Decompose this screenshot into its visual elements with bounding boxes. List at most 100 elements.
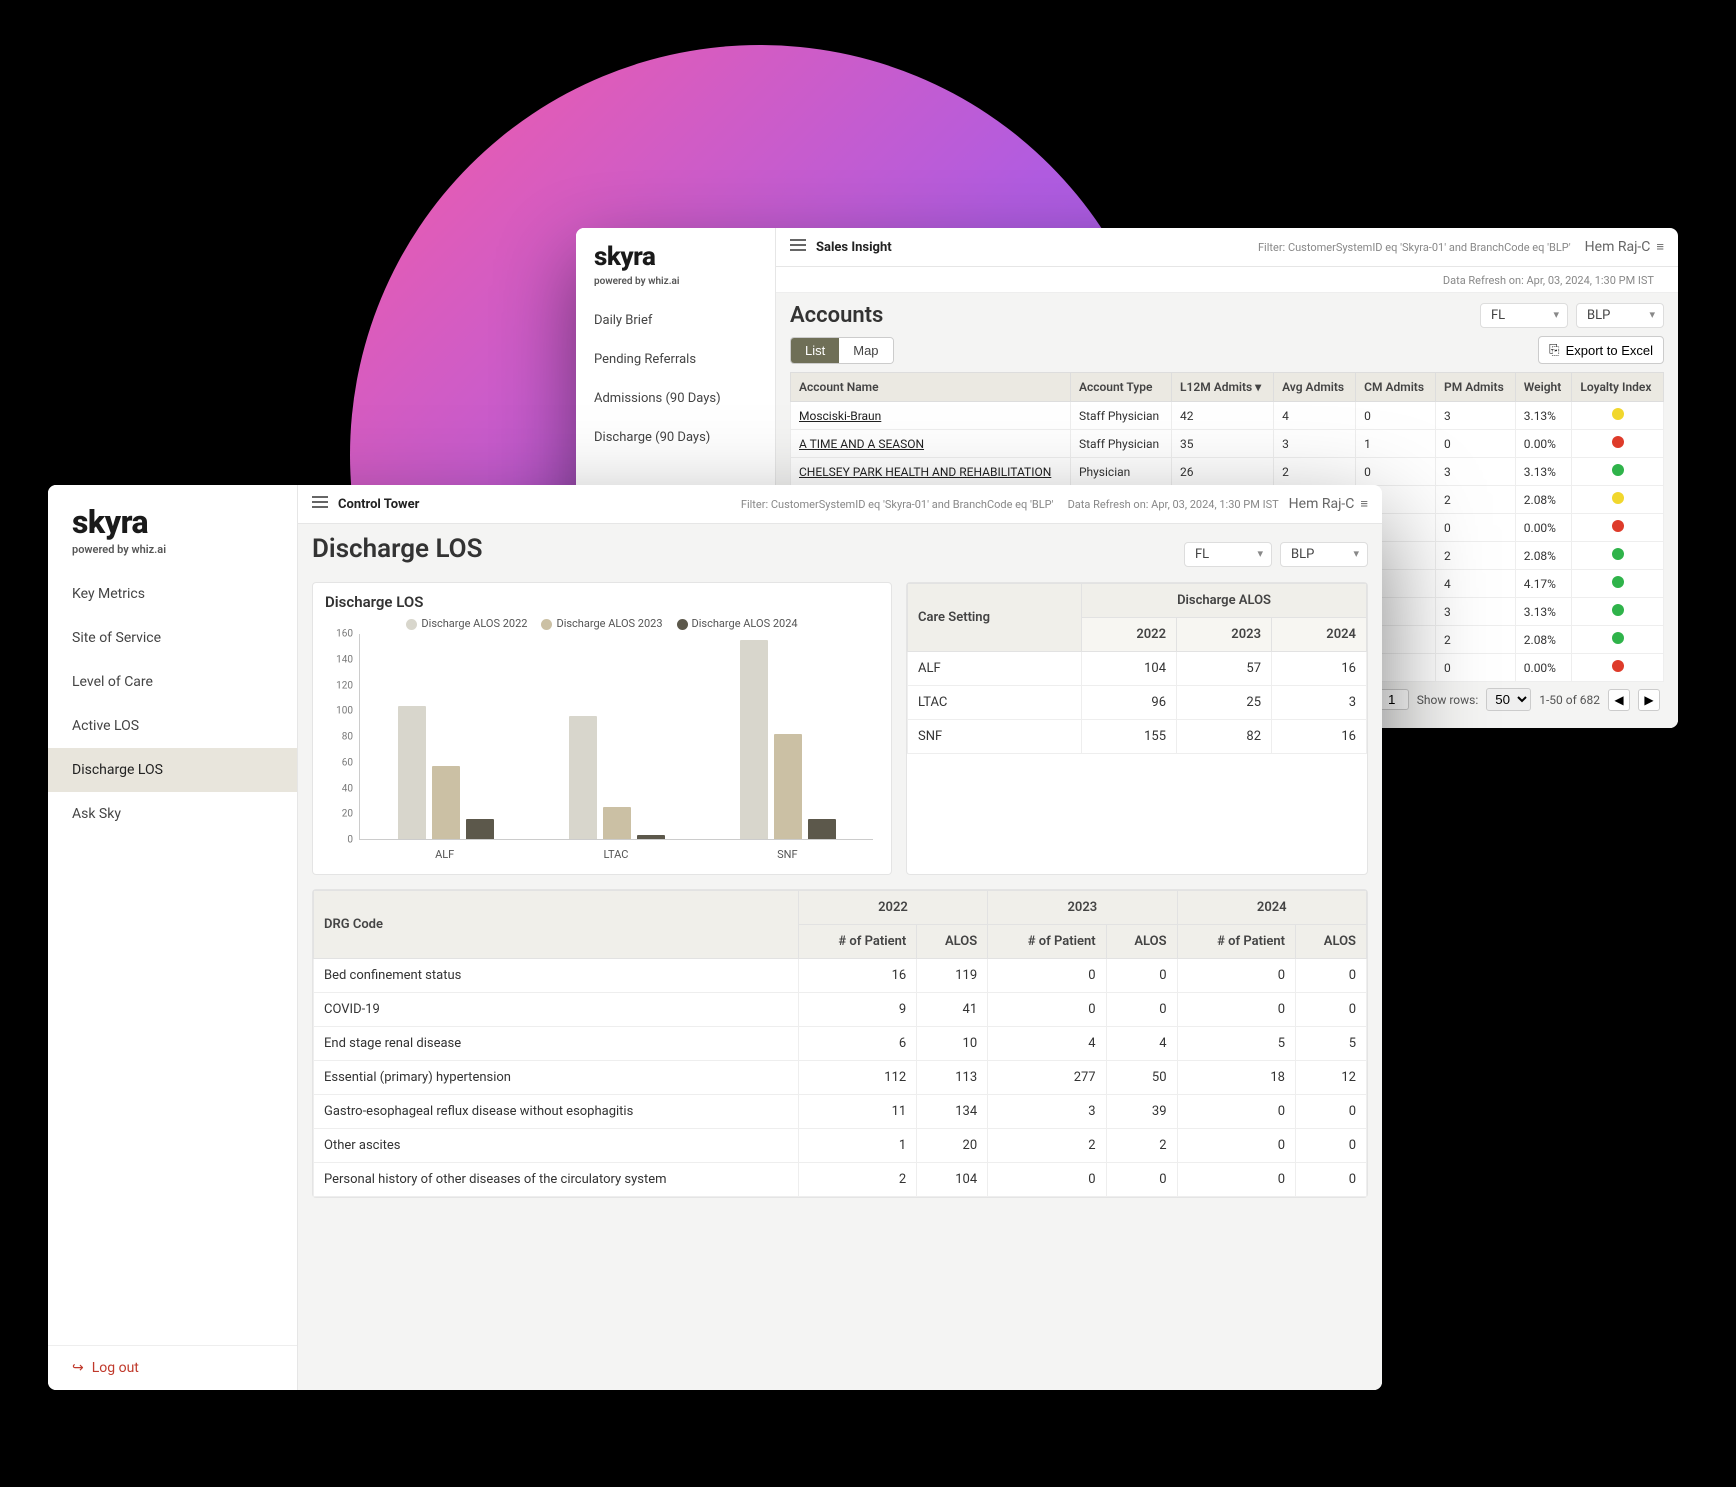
hamburger-icon[interactable] <box>312 493 328 515</box>
kebab-menu-icon[interactable]: ≡ <box>1360 496 1368 512</box>
sidebar-item-discharge-los[interactable]: Discharge LOS <box>48 748 297 792</box>
loyalty-cell <box>1572 654 1664 682</box>
drg-table: DRG Code 2022 2023 2024 # of PatientALOS… <box>313 890 1367 1197</box>
cell: 2 <box>1274 458 1356 486</box>
branch-dropdown[interactable]: BLP <box>1576 303 1664 328</box>
export-icon: ⎘ <box>1549 342 1559 358</box>
accounts-col-loyalty-index[interactable]: Loyalty Index <box>1572 373 1664 402</box>
drg-sub-header: # of Patient <box>798 925 916 959</box>
cell: 41 <box>917 993 988 1027</box>
branch-dropdown[interactable]: BLP <box>1280 542 1368 567</box>
legend-item: Discharge ALOS 2024 <box>677 617 798 630</box>
pager-prev-button[interactable]: ◀ <box>1608 689 1630 711</box>
cell: 96 <box>1082 686 1177 720</box>
table-row: Gastro-esophageal reflux disease without… <box>314 1095 1367 1129</box>
table-row: ALF1045716 <box>908 652 1367 686</box>
pager-rows-select[interactable]: 50 <box>1486 688 1531 711</box>
account-link[interactable]: Mosciski-Braun <box>791 402 1071 430</box>
accounts-col-cm-admits[interactable]: CM Admits <box>1356 373 1436 402</box>
cell: 0.00% <box>1515 430 1572 458</box>
cell: 0 <box>1296 959 1367 993</box>
loyalty-dot-icon <box>1612 576 1624 588</box>
alos-main-header: Discharge ALOS <box>1082 584 1367 618</box>
bar <box>774 734 802 839</box>
map-tab[interactable]: Map <box>839 338 892 363</box>
sidebar-item-discharge-90-days-[interactable]: Discharge (90 Days) <box>576 418 775 457</box>
alos-year-header: 2024 <box>1272 618 1367 652</box>
loyalty-cell <box>1572 598 1664 626</box>
cell: 112 <box>798 1061 916 1095</box>
front-user-name: Hem Raj-C <box>1289 496 1355 512</box>
brand-tagline: powered by whiz.ai <box>48 543 297 572</box>
drg-row-label: Gastro-esophageal reflux disease without… <box>314 1095 799 1129</box>
legend-item: Discharge ALOS 2023 <box>541 617 662 630</box>
cell: 0 <box>1296 1095 1367 1129</box>
cell: 277 <box>988 1061 1106 1095</box>
accounts-col-weight[interactable]: Weight <box>1515 373 1572 402</box>
hamburger-icon[interactable] <box>790 236 806 258</box>
account-link[interactable]: CHELSEY PARK HEALTH AND REHABILITATION <box>791 458 1071 486</box>
loyalty-dot-icon <box>1612 492 1624 504</box>
sidebar-item-pending-referrals[interactable]: Pending Referrals <box>576 340 775 379</box>
cell: Staff Physician <box>1070 402 1171 430</box>
drg-row-label: End stage renal disease <box>314 1027 799 1061</box>
cell: 2.08% <box>1515 542 1572 570</box>
sidebar-item-site-of-service[interactable]: Site of Service <box>48 616 297 660</box>
chart-title: Discharge LOS <box>325 593 879 611</box>
sidebar-item-key-metrics[interactable]: Key Metrics <box>48 572 297 616</box>
table-row: End stage renal disease6104455 <box>314 1027 1367 1061</box>
view-segmented-control: List Map <box>790 337 894 364</box>
control-tower-window: skyra powered by whiz.ai Key MetricsSite… <box>48 485 1382 1390</box>
account-link[interactable]: A TIME AND A SEASON <box>791 430 1071 458</box>
sidebar-item-active-los[interactable]: Active LOS <box>48 704 297 748</box>
sidebar-item-ask-sky[interactable]: Ask Sky <box>48 792 297 836</box>
front-page-title: Control Tower <box>338 497 419 512</box>
chart-area: 020406080100120140160 ALFLTACSNF <box>325 634 879 864</box>
drg-row-label: Essential (primary) hypertension <box>314 1061 799 1095</box>
bar <box>432 766 460 839</box>
logout-button[interactable]: ↪ Log out <box>48 1345 297 1390</box>
drg-row-label: Bed confinement status <box>314 959 799 993</box>
kebab-menu-icon[interactable]: ≡ <box>1656 239 1664 255</box>
sidebar-item-admissions-90-days-[interactable]: Admissions (90 Days) <box>576 379 775 418</box>
cell: 0 <box>1296 993 1367 1027</box>
cell: 26 <box>1172 458 1274 486</box>
cell: 4 <box>1274 402 1356 430</box>
cell: Physician <box>1070 458 1171 486</box>
alos-year-header: 2023 <box>1177 618 1272 652</box>
y-tick: 120 <box>336 680 353 691</box>
y-tick: 80 <box>342 732 353 743</box>
accounts-col-account-type[interactable]: Account Type <box>1070 373 1171 402</box>
drg-row-label: Personal history of other diseases of th… <box>314 1163 799 1197</box>
front-filter-text: Filter: CustomerSystemID eq 'Skyra-01' a… <box>741 498 1054 511</box>
list-tab[interactable]: List <box>791 338 839 363</box>
pager-next-button[interactable]: ▶ <box>1638 689 1660 711</box>
loyalty-cell <box>1572 486 1664 514</box>
loyalty-cell <box>1572 402 1664 430</box>
cell: 1 <box>1356 430 1436 458</box>
cell: 0 <box>1177 1163 1295 1197</box>
accounts-col-pm-admits[interactable]: PM Admits <box>1436 373 1516 402</box>
state-dropdown[interactable]: FL <box>1184 542 1272 567</box>
cell: 104 <box>1082 652 1177 686</box>
drg-table-card: DRG Code 2022 2023 2024 # of PatientALOS… <box>312 889 1368 1198</box>
cell: 9 <box>798 993 916 1027</box>
bar <box>466 819 494 840</box>
legend-swatch-icon <box>677 619 688 630</box>
export-to-excel-button[interactable]: ⎘ Export to Excel <box>1538 336 1664 364</box>
accounts-col-account-name[interactable]: Account Name <box>791 373 1071 402</box>
accounts-col-avg-admits[interactable]: Avg Admits <box>1274 373 1356 402</box>
accounts-col-l12m-admits[interactable]: L12M Admits ▾ <box>1172 373 1274 402</box>
sidebar-item-daily-brief[interactable]: Daily Brief <box>576 301 775 340</box>
sidebar-item-level-of-care[interactable]: Level of Care <box>48 660 297 704</box>
drg-sub-header: ALOS <box>917 925 988 959</box>
loyalty-cell <box>1572 542 1664 570</box>
loyalty-dot-icon <box>1612 408 1624 420</box>
drg-row-label: COVID-19 <box>314 993 799 1027</box>
table-row: A TIME AND A SEASONStaff Physician353100… <box>791 430 1664 458</box>
cell: 35 <box>1172 430 1274 458</box>
cell: Staff Physician <box>1070 430 1171 458</box>
state-dropdown[interactable]: FL <box>1480 303 1568 328</box>
cell: 82 <box>1177 720 1272 754</box>
cell: 0 <box>1296 1163 1367 1197</box>
